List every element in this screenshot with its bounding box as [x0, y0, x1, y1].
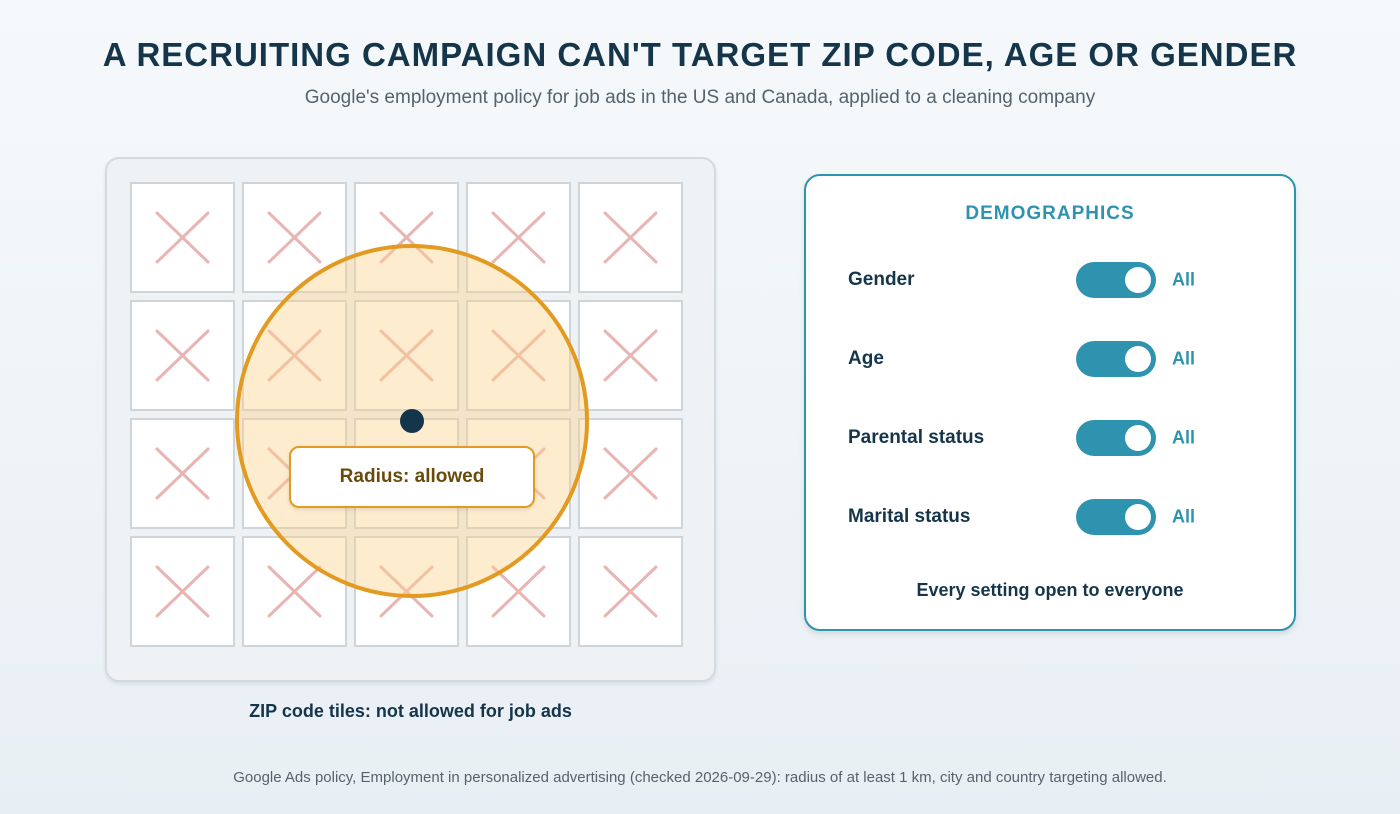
policy-footnote: Google Ads policy, Employment in persona… [233, 769, 1167, 786]
cross-icon [155, 211, 210, 264]
zip-tile [130, 300, 235, 411]
row-value: All [1172, 269, 1196, 290]
toggle-knob [1125, 267, 1151, 293]
toggle-knob [1125, 425, 1151, 451]
zip-tile [466, 182, 571, 293]
cross-icon [491, 211, 546, 264]
cross-icon [155, 447, 210, 500]
row-label: Parental status [848, 427, 985, 448]
demographics-row-marital-status: Marital status All [806, 497, 1294, 537]
cross-stroke [379, 211, 434, 264]
zip-tile [130, 418, 235, 529]
gender-toggle[interactable] [1076, 262, 1156, 298]
row-label: Gender [848, 269, 915, 290]
cross-icon [603, 329, 658, 382]
row-value: All [1172, 427, 1196, 448]
parental-status-toggle[interactable] [1076, 420, 1156, 456]
cross-icon [379, 565, 434, 618]
cross-icon [267, 329, 322, 382]
zip-tile [242, 536, 347, 647]
cross-icon [491, 329, 546, 382]
zip-tile [242, 300, 347, 411]
cross-icon [491, 565, 546, 618]
map-caption: ZIP code tiles: not allowed for job ads [249, 701, 572, 721]
cross-icon [379, 211, 434, 264]
cross-icon [155, 329, 210, 382]
zip-tile [130, 182, 235, 293]
cross-stroke [155, 211, 210, 264]
cross-stroke [491, 329, 546, 382]
cross-stroke [155, 329, 210, 382]
zip-tile [354, 300, 459, 411]
cross-stroke [603, 329, 658, 382]
cross-icon [267, 211, 322, 264]
zip-tile [130, 536, 235, 647]
cross-stroke [491, 565, 546, 618]
row-label: Marital status [848, 506, 971, 527]
cross-stroke [603, 211, 658, 264]
cross-stroke [267, 565, 322, 618]
zip-tile [578, 418, 683, 529]
row-value: All [1172, 348, 1196, 369]
demographics-row-age: Age All [806, 339, 1294, 379]
zip-tile [578, 300, 683, 411]
zip-grid [130, 182, 683, 647]
location-pin-icon [400, 409, 424, 433]
marital-status-toggle[interactable] [1076, 499, 1156, 535]
row-label: Age [848, 348, 884, 369]
toggle-knob [1125, 504, 1151, 530]
zip-map-panel: Radius: allowed [105, 157, 716, 682]
cross-stroke [155, 565, 210, 618]
cross-stroke [155, 447, 210, 500]
cross-stroke [603, 447, 658, 500]
cross-stroke [267, 211, 322, 264]
row-value: All [1172, 506, 1196, 527]
toggle-knob [1125, 346, 1151, 372]
demographics-title: DEMOGRAPHICS [965, 203, 1135, 224]
cross-icon [603, 447, 658, 500]
demographics-row-gender: Gender All [806, 260, 1294, 300]
zip-tile [242, 182, 347, 293]
cross-icon [603, 211, 658, 264]
page-subtitle: Google's employment policy for job ads i… [304, 87, 1096, 108]
cross-stroke [491, 211, 546, 264]
zip-tile-box [354, 182, 459, 293]
demographics-card: DEMOGRAPHICS Gender All Age All Parental… [804, 174, 1296, 631]
demographics-row-parental-status: Parental status All [806, 418, 1294, 458]
zip-tile [354, 182, 459, 293]
cross-stroke [379, 565, 434, 618]
cross-stroke [379, 329, 434, 382]
cross-icon [379, 329, 434, 382]
cross-stroke [603, 565, 658, 618]
zip-tile [578, 536, 683, 647]
age-toggle[interactable] [1076, 341, 1156, 377]
zip-tile [466, 536, 571, 647]
demographics-footer: Every setting open to everyone [916, 580, 1184, 600]
zip-tile [578, 182, 683, 293]
radius-label: Radius: allowed [289, 446, 535, 508]
cross-icon [155, 565, 210, 618]
page-title: A RECRUITING CAMPAIGN CAN'T TARGET ZIP C… [102, 36, 1298, 73]
cross-icon [603, 565, 658, 618]
cross-icon [267, 565, 322, 618]
cross-stroke [267, 329, 322, 382]
